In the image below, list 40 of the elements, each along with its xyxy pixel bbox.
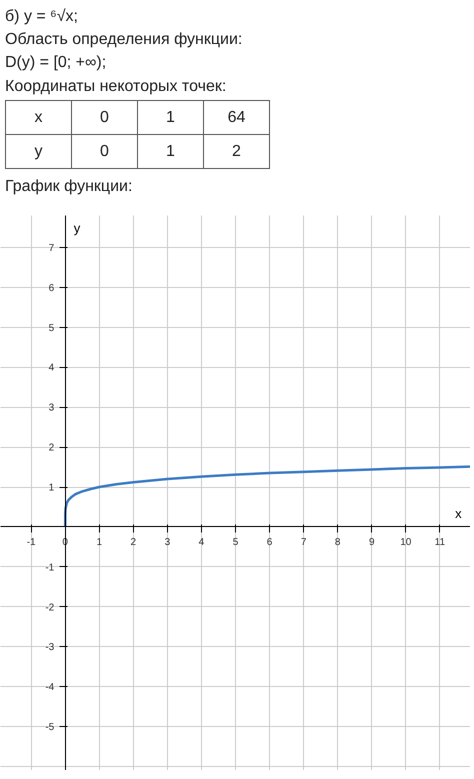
x-tick-label: 3 [164, 536, 171, 548]
y-axis-title: y [74, 220, 81, 236]
text: 64 [204, 100, 270, 134]
y-tick-label: -3 [45, 642, 55, 654]
text: Область определения функции: [5, 30, 244, 50]
x-tick-label: 11 [434, 536, 446, 548]
y-tick-label: 1 [48, 482, 55, 494]
x-tick-label: 6 [266, 536, 273, 548]
y-tick-label: -1 [45, 562, 55, 574]
y-tick-label: 2 [48, 442, 55, 454]
x-tick-label: -1 [26, 536, 36, 548]
text: 2 [204, 134, 270, 168]
text: y [6, 134, 72, 168]
x-tick-label: 7 [300, 536, 307, 548]
x-tick-label: 10 [400, 536, 412, 548]
x-tick-label: 5 [232, 536, 239, 548]
y-tick-label: 4 [48, 362, 55, 374]
line-series [64, 465, 470, 528]
text: x [6, 100, 72, 134]
x-axis-title: x [455, 506, 462, 521]
x-tick-label: 8 [334, 536, 341, 548]
text: 0 [72, 100, 138, 134]
y-tick-label: 3 [48, 402, 55, 414]
x-tick-label: 2 [130, 536, 137, 548]
x-tick-label: 9 [368, 536, 375, 548]
y-tick-label: -4 [45, 682, 55, 694]
y-tick-label: 6 [48, 282, 55, 294]
y-tick-label: 5 [48, 322, 55, 334]
x-tick-label: 4 [198, 536, 205, 548]
title: б) y = ⁶√x; [5, 7, 79, 27]
text: 0 [72, 134, 138, 168]
text: Координаты некоторых точек: [5, 76, 228, 97]
text: График функции: [5, 176, 134, 197]
text: 1 [138, 134, 204, 168]
x-tick-label: 1 [96, 536, 102, 548]
y-tick-label: -2 [45, 602, 55, 614]
text: D(y) = [0; +∞); [5, 53, 108, 74]
y-tick-label: -5 [45, 722, 55, 734]
y-tick-label: 7 [48, 242, 55, 254]
text: 1 [138, 100, 204, 134]
